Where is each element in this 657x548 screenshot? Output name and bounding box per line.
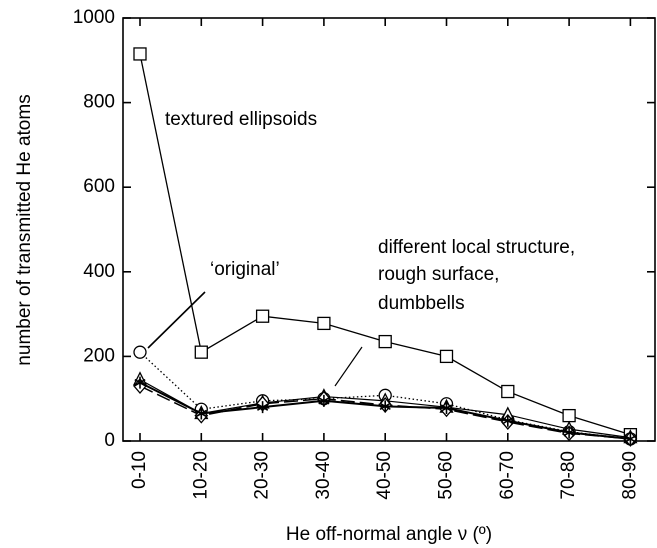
x-tick-label: 70-80 [558, 451, 579, 500]
square-marker [255, 309, 270, 323]
y-axis-label: number of transmitted He atoms [14, 94, 35, 365]
star-marker [379, 400, 391, 413]
circle-marker [133, 345, 147, 359]
x-axis-label: He off-normal angle ν (º) [286, 524, 492, 545]
y-tick-label: 200 [83, 345, 115, 366]
annotation: rough surface, [378, 264, 499, 285]
annotation: dumbbells [378, 293, 465, 314]
annotation: different local structure, [378, 237, 575, 258]
plot-frame [122, 17, 656, 442]
x-tick-label: 50-60 [436, 451, 457, 500]
y-tick-label: 600 [83, 176, 115, 197]
x-tick-label: 60-70 [497, 451, 518, 500]
star-marker [195, 407, 207, 420]
y-tick-label: 400 [83, 261, 115, 282]
square-marker [501, 384, 515, 399]
annotation-leader [334, 346, 363, 387]
annotation: ‘original’ [210, 259, 280, 280]
x-tick-label: 80-90 [619, 451, 640, 500]
square-marker [439, 349, 454, 364]
annotation: textured ellipsoids [165, 109, 317, 130]
x-tick-label: 40-50 [374, 451, 395, 500]
star-marker [563, 426, 575, 439]
square-marker [378, 334, 392, 349]
star-marker [257, 401, 269, 414]
x-tick-label: 10-20 [190, 451, 211, 500]
square-marker [317, 316, 331, 331]
square-marker [133, 47, 147, 61]
x-tick-label: 30-40 [313, 451, 334, 500]
star-marker [318, 394, 330, 407]
y-tick-label: 800 [83, 92, 115, 113]
y-tick-label: 0 [104, 430, 115, 451]
annotation-leader [147, 291, 206, 349]
star-marker [134, 376, 146, 389]
star-marker [502, 414, 514, 427]
y-tick-label: 1000 [73, 7, 115, 28]
square-marker [194, 345, 208, 359]
star-marker [440, 402, 453, 415]
star-marker [624, 432, 636, 445]
x-tick-label: 20-30 [252, 451, 273, 500]
x-tick-label: 0-10 [129, 451, 150, 489]
square-marker [562, 408, 576, 423]
